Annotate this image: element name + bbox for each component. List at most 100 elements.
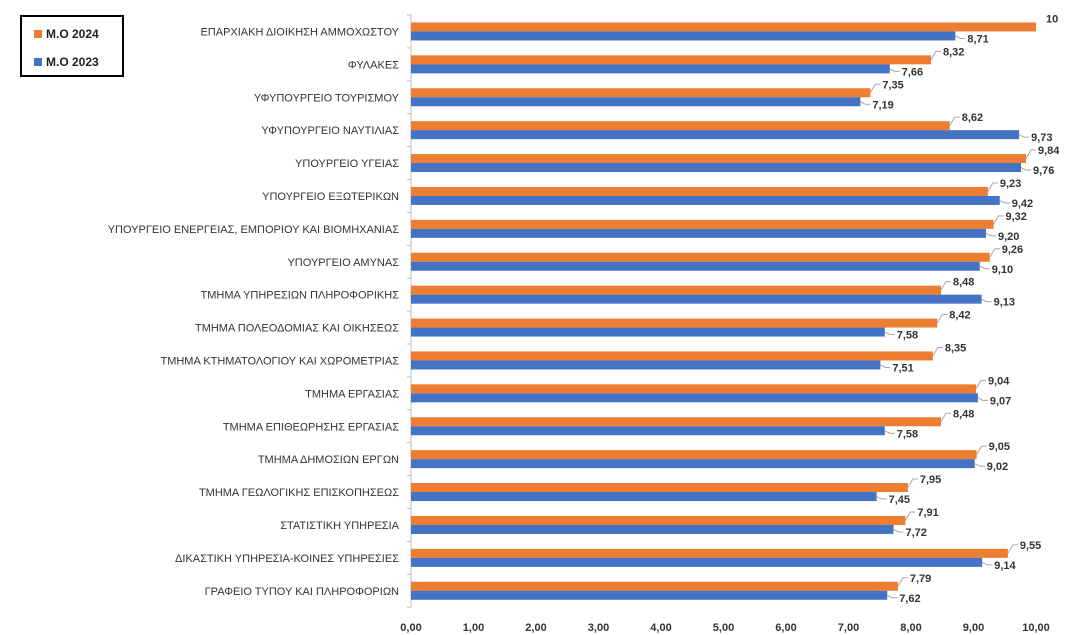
x-tick-label: 0,00	[400, 622, 421, 634]
category-label: ΥΠΟΥΡΓΕΙΟ ΕΞΩΤΕΡΙΚΩΝ	[262, 191, 399, 203]
bar-2023	[411, 64, 890, 74]
bar-2023	[411, 590, 888, 600]
bar-2024	[411, 384, 976, 394]
data-label-2024: 8,42	[949, 310, 970, 322]
category-label: ΥΠΟΥΡΓΕΙΟ ΑΜΥΝΑΣ	[287, 257, 399, 269]
category-label: ΥΠΟΥΡΓΕΙΟ ΕΝΕΡΓΕΙΑΣ, ΕΜΠΟΡΙΟΥ ΚΑΙ ΒΙΟΜΗΧ…	[108, 224, 400, 236]
label-leader	[884, 430, 895, 434]
data-label-2024: 9,04	[988, 375, 1010, 387]
data-label-2024: 9,84	[1038, 145, 1060, 157]
label-leader	[880, 364, 891, 368]
data-label-2023: 7,58	[897, 428, 918, 440]
label-leader	[889, 68, 900, 72]
category-label: ΣΤΑΤΙΣΤΙΚΗ ΥΠΗΡΕΣΙΑ	[280, 520, 399, 532]
label-leader	[974, 463, 985, 467]
bar-2023	[411, 492, 877, 502]
category-label: ΤΜΗΜΑ ΔΗΜΟΣΙΩΝ ΕΡΓΩΝ	[258, 454, 399, 466]
bar-2024	[411, 88, 871, 98]
label-leader	[893, 529, 904, 533]
data-label-2023: 7,72	[906, 527, 927, 539]
bar-2024	[411, 417, 941, 427]
data-label-2023: 7,66	[902, 66, 923, 78]
legend: Μ.Ο 2024 Μ.Ο 2023	[20, 15, 124, 77]
label-leader	[907, 478, 918, 488]
data-label-2024: 8,48	[953, 408, 974, 420]
x-tick-label: 1,00	[463, 622, 484, 634]
bar-2024	[411, 55, 931, 65]
data-label-2023: 9,73	[1031, 132, 1052, 144]
bar-2023	[411, 557, 983, 567]
x-tick-label: 3,00	[588, 622, 609, 634]
data-label-2023: 8,71	[967, 33, 988, 45]
label-leader	[949, 116, 960, 126]
bar-2024	[411, 483, 908, 493]
category-label: ΔΙΚΑΣΤΙΚΗ ΥΠΗΡΕΣΙΑ-ΚΟΙΝΕΣ ΥΠΗΡΕΣΙΕΣ	[175, 553, 399, 565]
data-label-2024: 9,55	[1020, 540, 1041, 552]
label-leader	[897, 577, 908, 587]
label-leader	[1018, 134, 1030, 138]
data-label-2023: 7,58	[897, 330, 918, 342]
label-leader	[936, 314, 948, 324]
bar-2024	[411, 252, 990, 262]
bar-2023	[411, 459, 975, 469]
category-label: ΓΡΑΦΕΙΟ ΤΥΠΟΥ ΚΑΙ ΠΛΗΡΟΦΟΡΙΩΝ	[205, 586, 399, 598]
bar-2023	[411, 393, 978, 403]
bar-2024	[411, 548, 1008, 558]
bar-2024	[411, 318, 938, 328]
category-label: ΤΜΗΜΑ ΕΠΙΘΕΩΡΗΣΗΣ ΕΡΓΑΣΙΑΣ	[223, 421, 399, 433]
data-label-2024: 10	[1046, 13, 1058, 25]
label-leader	[887, 594, 898, 599]
data-label-2024: 7,35	[882, 79, 903, 91]
x-tick-label: 10,00	[1022, 622, 1050, 634]
data-label-2024: 7,79	[910, 573, 931, 585]
bar-2023	[411, 31, 956, 41]
bar-2023	[411, 261, 980, 271]
category-label: ΤΜΗΜΑ ΥΠΗΡΕΣΙΩΝ ΠΛΗΡΟΦΟΡΙΚΗΣ	[201, 290, 400, 302]
bar-2023	[411, 426, 885, 436]
data-label-2023: 9,10	[992, 264, 1013, 276]
label-leader	[981, 298, 992, 303]
x-tick-label: 5,00	[713, 622, 734, 634]
category-label: ΥΦΥΠΟΥΡΓΕΙΟ ΤΟΥΡΙΣΜΟΥ	[254, 92, 400, 104]
data-label-2023: 9,02	[987, 461, 1008, 473]
data-label-2024: 9,32	[1006, 211, 1027, 223]
bar-2023	[411, 163, 1021, 173]
legend-swatch-2023	[34, 58, 42, 66]
label-leader	[989, 248, 1000, 258]
legend-label-2023: Μ.Ο 2023	[46, 55, 99, 69]
data-label-2024: 7,91	[917, 507, 938, 519]
category-label: ΤΜΗΜΑ ΓΕΩΛΟΓΙΚΗΣ ΕΠΙΣΚΟΠΗΣΕΩΣ	[199, 487, 399, 499]
bar-2023	[411, 524, 894, 534]
label-leader	[884, 331, 895, 336]
label-leader	[975, 379, 986, 390]
label-leader	[940, 281, 951, 291]
bar-2024	[411, 351, 933, 361]
legend-item-2024: Μ.Ο 2024	[34, 27, 99, 41]
label-leader	[985, 232, 996, 237]
data-label-2024: 9,05	[989, 441, 1010, 453]
bar-2023	[411, 195, 1000, 205]
data-label-2024: 8,32	[943, 46, 964, 58]
label-leader	[1020, 167, 1031, 171]
label-leader	[876, 496, 887, 500]
label-leader	[979, 265, 990, 270]
data-label-2024: 8,35	[945, 342, 966, 354]
bar-2023	[411, 327, 885, 337]
bar-2024	[411, 219, 994, 229]
data-label-2023: 9,13	[994, 297, 1015, 309]
data-label-2023: 9,42	[1012, 198, 1033, 210]
label-leader	[999, 200, 1010, 204]
bar-2024	[411, 581, 898, 591]
label-leader	[904, 511, 916, 521]
label-leader	[869, 83, 881, 94]
x-tick-label: 2,00	[525, 622, 546, 634]
x-tick-label: 4,00	[650, 622, 671, 634]
category-label: ΦΥΛΑΚΕΣ	[348, 59, 399, 71]
bar-2024	[411, 22, 1036, 32]
data-label-2023: 7,19	[872, 99, 893, 111]
data-label-2024: 7,95	[920, 474, 941, 486]
bar-2024	[411, 285, 941, 295]
bar-2023	[411, 294, 982, 304]
label-leader	[993, 215, 1004, 225]
